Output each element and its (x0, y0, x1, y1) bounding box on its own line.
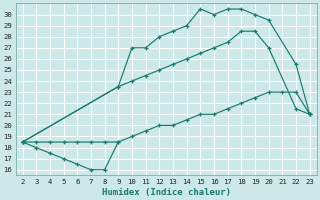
X-axis label: Humidex (Indice chaleur): Humidex (Indice chaleur) (102, 188, 231, 197)
